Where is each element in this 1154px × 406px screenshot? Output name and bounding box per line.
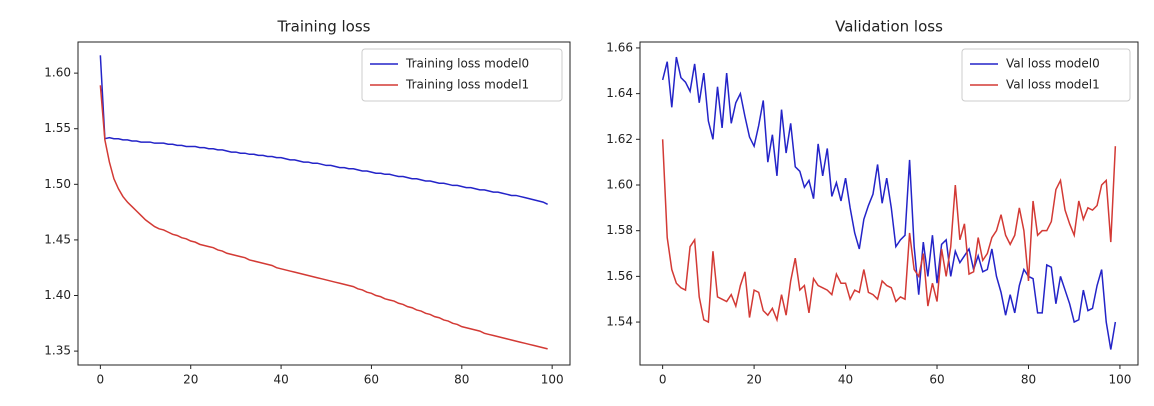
legend-box bbox=[961, 48, 1131, 102]
y-tick-label: 1.45 bbox=[44, 232, 71, 246]
y-tick-label: 1.66 bbox=[606, 40, 633, 54]
y-tick-label: 1.55 bbox=[44, 121, 71, 135]
chart-title: Validation loss bbox=[835, 18, 943, 36]
legend-label: Val loss model0 bbox=[1006, 57, 1100, 71]
y-tick-label: 1.64 bbox=[606, 86, 633, 100]
x-tick-label: 20 bbox=[746, 373, 761, 387]
x-tick-label: 100 bbox=[1108, 373, 1131, 387]
y-tick-label: 1.40 bbox=[44, 288, 71, 302]
y-tick-label: 1.35 bbox=[44, 344, 71, 358]
x-tick-label: 80 bbox=[1021, 373, 1036, 387]
y-tick-label: 1.54 bbox=[606, 315, 633, 329]
x-tick-label: 60 bbox=[929, 373, 944, 387]
plot-frame bbox=[639, 41, 1139, 366]
legend-label: Training loss model0 bbox=[405, 57, 529, 71]
y-tick-label: 1.60 bbox=[44, 66, 71, 80]
y-tick-label: 1.62 bbox=[606, 132, 633, 146]
x-tick-label: 40 bbox=[273, 373, 288, 387]
legend-label: Training loss model1 bbox=[405, 78, 529, 92]
series-line bbox=[99, 85, 548, 350]
x-tick-label: 80 bbox=[454, 373, 469, 387]
series-line bbox=[661, 139, 1117, 324]
x-tick-label: 40 bbox=[838, 373, 853, 387]
x-tick-label: 100 bbox=[541, 373, 564, 387]
y-tick-label: 1.56 bbox=[606, 269, 633, 283]
x-tick-label: 60 bbox=[364, 373, 379, 387]
chart-title: Training loss bbox=[277, 18, 371, 36]
x-tick-label: 0 bbox=[97, 373, 105, 387]
x-tick-label: 0 bbox=[659, 373, 667, 387]
legend-label: Val loss model1 bbox=[1006, 78, 1100, 92]
plot-frame bbox=[77, 41, 571, 366]
y-tick-label: 1.58 bbox=[606, 223, 633, 237]
series-line bbox=[661, 56, 1117, 350]
y-tick-label: 1.60 bbox=[606, 177, 633, 191]
legend-box bbox=[361, 48, 563, 102]
y-tick-label: 1.50 bbox=[44, 177, 71, 191]
x-tick-label: 20 bbox=[183, 373, 198, 387]
series-line bbox=[99, 55, 548, 206]
